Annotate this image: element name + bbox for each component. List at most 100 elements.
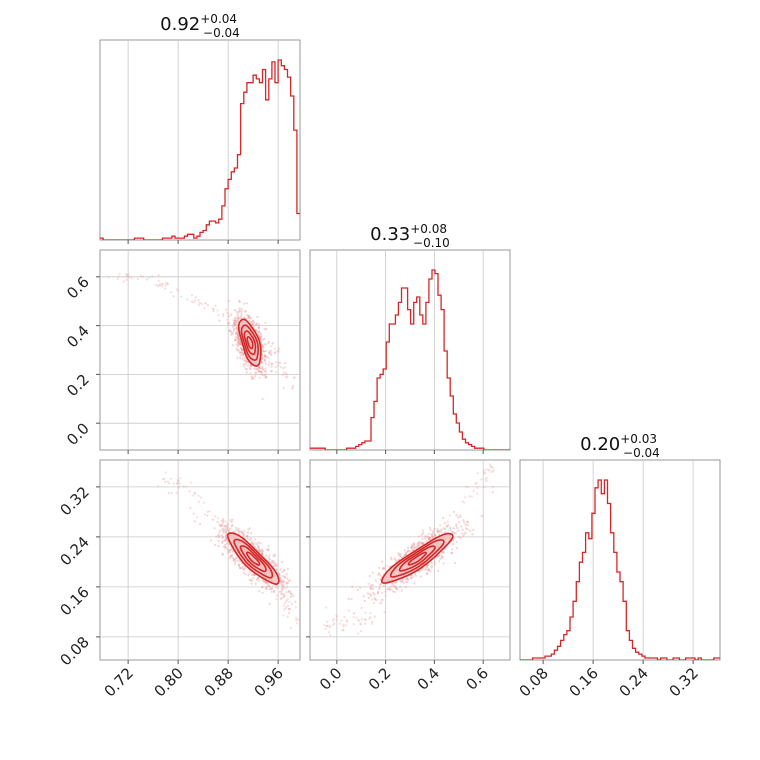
sample-point [214, 304, 217, 308]
sample-point [431, 535, 434, 539]
sample-point [450, 552, 454, 555]
sample-point [126, 275, 129, 278]
sample-point [235, 310, 238, 314]
sample-point [260, 552, 263, 556]
sample-point [267, 356, 270, 359]
sample-point [408, 549, 411, 552]
x-tick-label-p2: 0.08 [516, 664, 552, 700]
sample-point [238, 530, 241, 533]
sample-point [455, 546, 458, 550]
sample-point [260, 360, 263, 363]
sample-point [343, 616, 346, 619]
sample-point [406, 578, 409, 581]
sample-point [264, 362, 267, 365]
sample-point [186, 298, 189, 301]
sample-point [435, 530, 439, 533]
sample-point [282, 582, 285, 586]
sample-point [238, 299, 241, 302]
sample-point [454, 531, 457, 534]
sample-point [260, 343, 263, 346]
sample-point [417, 545, 421, 548]
sample-point [440, 528, 443, 531]
sample-point [428, 538, 431, 541]
sample-point [256, 368, 259, 371]
sample-point [285, 373, 289, 376]
sample-point [270, 370, 273, 373]
sample-point [451, 530, 454, 533]
sample-point [439, 529, 442, 533]
sample-point [394, 585, 398, 588]
sample-point [127, 276, 130, 279]
sample-point [245, 359, 248, 362]
sample-point [164, 284, 167, 287]
sample-point [283, 575, 286, 578]
sample-point [263, 337, 266, 340]
sample-point [459, 536, 462, 539]
y-tick-label-p2: 0.08 [56, 633, 92, 669]
sample-point [472, 489, 475, 492]
sample-point [274, 351, 277, 355]
sample-point [270, 562, 273, 565]
sample-point [168, 492, 171, 495]
sample-point [236, 333, 240, 336]
sample-point [351, 585, 354, 589]
sample-point [263, 359, 267, 362]
sample-point [388, 588, 391, 591]
sample-point [371, 620, 374, 624]
sample-point [464, 523, 467, 526]
sample-point [239, 356, 242, 359]
sample-point [234, 319, 237, 322]
sample-point [353, 612, 356, 615]
sample-point [373, 598, 376, 601]
sample-point [391, 582, 394, 585]
sample-point [242, 352, 245, 356]
sample-point [404, 578, 407, 581]
sample-point [393, 590, 397, 594]
sample-point [237, 318, 240, 321]
sample-point [259, 337, 262, 340]
sample-point [288, 579, 291, 582]
sample-point [240, 316, 243, 319]
sample-point [238, 300, 241, 303]
sample-point [261, 398, 264, 401]
sample-point [335, 615, 338, 618]
sample-point [377, 590, 380, 593]
sample-point [364, 618, 367, 621]
sample-point [256, 545, 260, 548]
sample-point [384, 564, 387, 567]
sample-point [224, 520, 227, 523]
sample-points [107, 272, 296, 401]
sample-point [399, 555, 402, 558]
sample-point [235, 347, 238, 350]
sample-point [482, 470, 485, 473]
sample-point [429, 528, 432, 531]
sample-point [426, 568, 430, 572]
sample-point [379, 602, 382, 605]
gridlines [306, 460, 510, 664]
sample-point [403, 549, 406, 552]
sample-point [175, 482, 178, 485]
sample-point [229, 519, 232, 522]
sample-point [340, 619, 343, 622]
sample-point [247, 315, 250, 318]
sample-point [233, 338, 237, 341]
sample-point [251, 543, 254, 546]
sample-point [461, 500, 464, 503]
sample-point [250, 541, 253, 545]
sample-point [281, 584, 284, 587]
sample-point [287, 604, 290, 607]
sample-point [491, 466, 494, 469]
sample-point [251, 324, 254, 327]
sample-point [272, 562, 275, 565]
sample-point [339, 622, 342, 626]
sample-point [444, 531, 447, 534]
sample-point [273, 589, 276, 592]
density-contours [226, 532, 280, 585]
title-p0: 0.92+0.04 −0.04 [160, 12, 240, 40]
sample-point [250, 375, 253, 378]
sample-point [268, 351, 271, 354]
sample-point [263, 354, 267, 357]
contour-fill [238, 319, 261, 366]
sample-point [456, 527, 459, 530]
